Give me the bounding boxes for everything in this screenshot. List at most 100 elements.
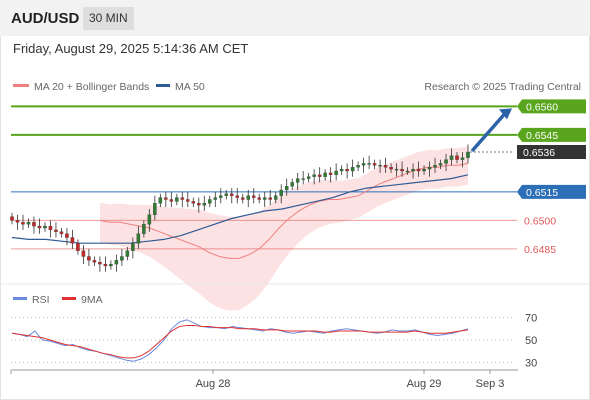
candle-body	[136, 233, 141, 244]
candle-body	[114, 260, 119, 265]
candle-body	[32, 222, 36, 227]
candle-body	[103, 263, 108, 267]
candle-body	[164, 197, 168, 200]
candle-body	[37, 225, 42, 229]
candle-body	[175, 197, 179, 202]
candle-body	[98, 262, 102, 265]
candle-body	[10, 216, 14, 221]
arrow-head	[499, 108, 512, 120]
candle-body	[59, 231, 64, 234]
candle-body	[43, 225, 47, 229]
candle-body	[279, 189, 283, 196]
x-axis: Aug 28 Aug 29 Sep 3	[10, 369, 518, 390]
candle-body	[383, 165, 388, 168]
rsi-panel: 70 50 30	[11, 313, 537, 369]
timeframe-badge[interactable]: 30 MIN	[83, 7, 134, 30]
candle-body	[92, 260, 97, 263]
rsi-line	[11, 319, 469, 362]
ma50-line	[11, 174, 469, 244]
candle-body	[378, 165, 382, 167]
candle-body	[295, 178, 300, 183]
candle-body	[26, 222, 31, 225]
candle-body	[323, 172, 327, 177]
level-badge-0	[517, 99, 586, 114]
current-price-tag: 0.6536	[517, 145, 586, 159]
candle-body	[169, 199, 174, 202]
candle-body	[350, 167, 355, 172]
candle-body	[389, 167, 393, 170]
candle-body	[246, 195, 250, 200]
ma20-legend-label: MA 20 + Bollinger Bands	[34, 81, 149, 93]
candles	[10, 144, 470, 272]
ma9-line	[11, 324, 469, 359]
level-labels: 0.6560 0.6545 0.6536 0.6515 0.6500 0.6485	[517, 99, 586, 256]
level-badge-3	[517, 184, 586, 199]
x-tick-label: Aug 29	[407, 378, 442, 390]
candle-body	[180, 197, 185, 200]
candle-body	[339, 168, 344, 172]
level-tag-1: 0.6545	[517, 127, 586, 142]
candle-body	[230, 193, 234, 196]
x-tick-label: Sep 3	[476, 378, 505, 390]
rsi-tick-label: 70	[525, 313, 537, 325]
rsi-tick-label: 30	[525, 357, 537, 369]
candle-body	[306, 176, 311, 179]
candle-body	[120, 256, 124, 261]
candle-body	[153, 203, 157, 215]
candle-body	[394, 168, 399, 171]
moving-averages	[11, 162, 469, 259]
candle-body	[361, 163, 366, 166]
candle-body	[345, 168, 349, 172]
candle-body	[87, 256, 91, 261]
candle-body	[224, 193, 229, 196]
ma20-legend-swatch	[13, 84, 29, 87]
candle-body	[147, 214, 152, 225]
candle-body	[240, 197, 245, 200]
rsi-legend-label: RSI	[32, 294, 50, 306]
candle-body	[202, 203, 207, 206]
candle-body	[197, 203, 201, 206]
candle-body	[21, 222, 25, 225]
candle-body	[312, 174, 316, 177]
candle-body	[158, 197, 163, 204]
candle-body	[219, 195, 223, 198]
candle-body	[186, 199, 190, 202]
candle-body	[284, 186, 289, 191]
candle-body	[455, 155, 459, 160]
current-price-badge	[517, 145, 586, 159]
candle-body	[422, 168, 426, 172]
candle-body	[372, 163, 377, 166]
candle-body	[317, 174, 322, 177]
ma9-legend-swatch	[62, 297, 76, 300]
candle-body	[109, 263, 113, 267]
candle-body	[257, 197, 261, 200]
price-levels	[11, 105, 517, 250]
candle-body	[70, 237, 75, 244]
candle-body	[125, 250, 130, 257]
candle-body	[367, 163, 371, 165]
symbol-title: AUD/USD	[11, 10, 80, 27]
candle-body	[235, 195, 240, 198]
rsi-tick-label: 50	[525, 335, 537, 347]
candle-body	[301, 178, 305, 180]
ma9-legend-label: 9MA	[81, 294, 103, 306]
level-label-5: 0.6485	[524, 244, 556, 256]
candle-body	[405, 170, 410, 173]
candle-body	[290, 182, 294, 187]
rsi-legend-swatch	[13, 297, 27, 300]
candle-body	[65, 233, 69, 238]
candle-body	[251, 195, 256, 198]
ma20-line	[99, 162, 469, 259]
candle-body	[466, 151, 470, 158]
header-bar: AUD/USD 30 MIN	[0, 0, 590, 36]
candle-body	[444, 159, 448, 164]
candle-body	[427, 167, 432, 170]
candle-body	[416, 168, 421, 172]
ma50-legend-swatch	[156, 84, 170, 87]
candle-body	[191, 201, 196, 204]
credit-text: Research © 2025 Trading Central	[424, 81, 581, 93]
level-badge-1	[517, 127, 586, 142]
candle-body	[81, 250, 86, 257]
candle-body	[411, 168, 415, 172]
ma50-legend-label: MA 50	[175, 81, 205, 93]
